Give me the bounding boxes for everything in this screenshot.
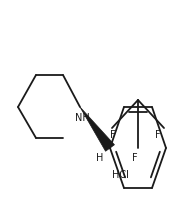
Text: F: F [155, 130, 161, 140]
Text: NH: NH [75, 113, 89, 123]
Polygon shape [80, 107, 114, 151]
Text: F: F [132, 153, 138, 163]
Text: H: H [96, 153, 104, 163]
Text: HCl: HCl [112, 170, 129, 180]
Text: F: F [110, 130, 116, 140]
